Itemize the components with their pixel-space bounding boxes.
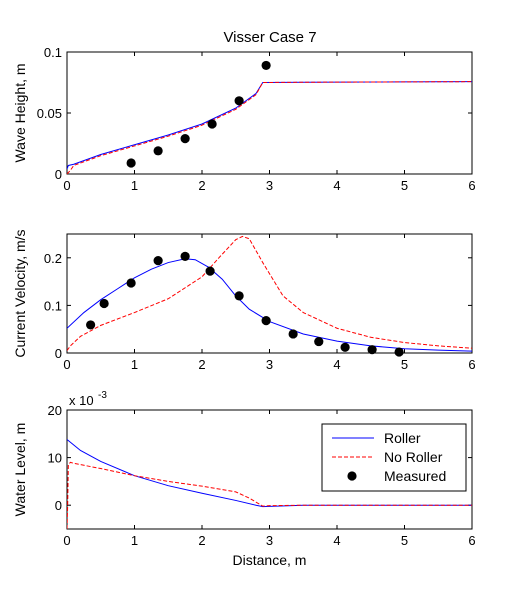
axes-3: 0 1 2 3 4 5 6 0 10 20 Water Level, m Distance, m x 1…	[12, 390, 476, 568]
measured-point	[314, 336, 324, 347]
legend-marker	[347, 471, 357, 481]
axes-1: 0 1 2 3 4 5 6 0 0.05 0.1 Wave Height, m	[12, 45, 476, 193]
axes-2: 0 1 2 3 4 5 6 0 0.1 0.2 Current Velocity, m/s	[12, 229, 476, 372]
measured-point	[126, 278, 136, 288]
x-tick-label: 1	[131, 533, 138, 548]
y-exponent-power: -3	[98, 390, 107, 401]
measured-point	[234, 291, 244, 301]
x-tick-label: 6	[468, 533, 475, 548]
y-axis-label: Current Velocity, m/s	[12, 229, 28, 357]
measured-point	[367, 345, 377, 355]
series-line-no-roller	[67, 461, 472, 529]
y-tick-label: 20	[48, 403, 62, 418]
measured-point	[153, 146, 163, 156]
x-tick-label: 0	[63, 533, 70, 548]
x-tick-label: 3	[266, 533, 273, 548]
measured-point	[180, 134, 190, 144]
y-tick-label: 0.1	[44, 45, 62, 60]
figure-title: Visser Case 7	[223, 29, 316, 46]
x-tick-label: 4	[333, 178, 340, 193]
x-tick-label: 2	[198, 533, 205, 548]
y-axis-label: Water Level, m	[12, 423, 28, 517]
x-tick-label: 2	[198, 357, 205, 372]
y-tick-label: 10	[48, 451, 62, 466]
legend-label: No Roller	[384, 449, 443, 465]
y-axis-label: Wave Height, m	[12, 63, 28, 162]
y-exponent-label: x 10	[69, 393, 94, 408]
measured-point	[394, 347, 404, 357]
y-tick-label: 0.05	[37, 106, 62, 121]
x-tick-label: 1	[131, 178, 138, 193]
x-tick-label: 3	[266, 178, 273, 193]
y-tick-label: 0	[55, 346, 62, 361]
x-tick-label: 0	[63, 357, 70, 372]
legend-label: Measured	[384, 468, 446, 484]
x-axis-label: Distance, m	[233, 552, 307, 568]
y-tick-label: 0	[55, 167, 62, 182]
series-line-roller	[67, 439, 472, 508]
x-tick-label: 4	[333, 533, 340, 548]
series-line-roller	[67, 258, 472, 352]
measured-point	[126, 158, 136, 168]
plots: 0 1 2 3 4 5 6 0 0.05 0.1 Wave Height, m 0 1 2 3 4 5 6 0 0.1…	[12, 45, 476, 568]
y-tick-label: 0.2	[44, 251, 62, 266]
measured-point	[153, 256, 163, 266]
legend-label: Roller	[384, 430, 421, 446]
x-tick-label: 5	[401, 178, 408, 193]
x-tick-label: 6	[468, 357, 475, 372]
measured-point	[180, 251, 190, 261]
measured-point	[261, 60, 271, 71]
x-tick-label: 5	[401, 357, 408, 372]
series-line-no-roller	[67, 81, 472, 174]
x-tick-label: 6	[468, 178, 475, 193]
x-tick-label: 0	[63, 178, 70, 193]
axes-frame	[66, 51, 473, 175]
series-line-no-roller	[67, 235, 472, 351]
measured-point	[86, 320, 96, 330]
measured-point	[207, 119, 217, 129]
x-tick-label: 2	[198, 178, 205, 193]
measured-point	[288, 329, 298, 339]
y-tick-label: 0.1	[44, 298, 62, 313]
axes-frame	[66, 233, 473, 354]
measured-point	[340, 342, 350, 352]
measured-point	[99, 298, 109, 309]
y-tick-label: 0	[55, 498, 62, 513]
legend: Roller No Roller Measured	[321, 423, 467, 492]
x-tick-label: 5	[401, 533, 408, 548]
x-tick-label: 1	[131, 357, 138, 372]
x-tick-label: 3	[266, 357, 273, 372]
measured-point	[205, 266, 215, 276]
measured-point	[261, 316, 271, 326]
measured-point	[234, 96, 244, 106]
x-tick-label: 4	[333, 357, 340, 372]
